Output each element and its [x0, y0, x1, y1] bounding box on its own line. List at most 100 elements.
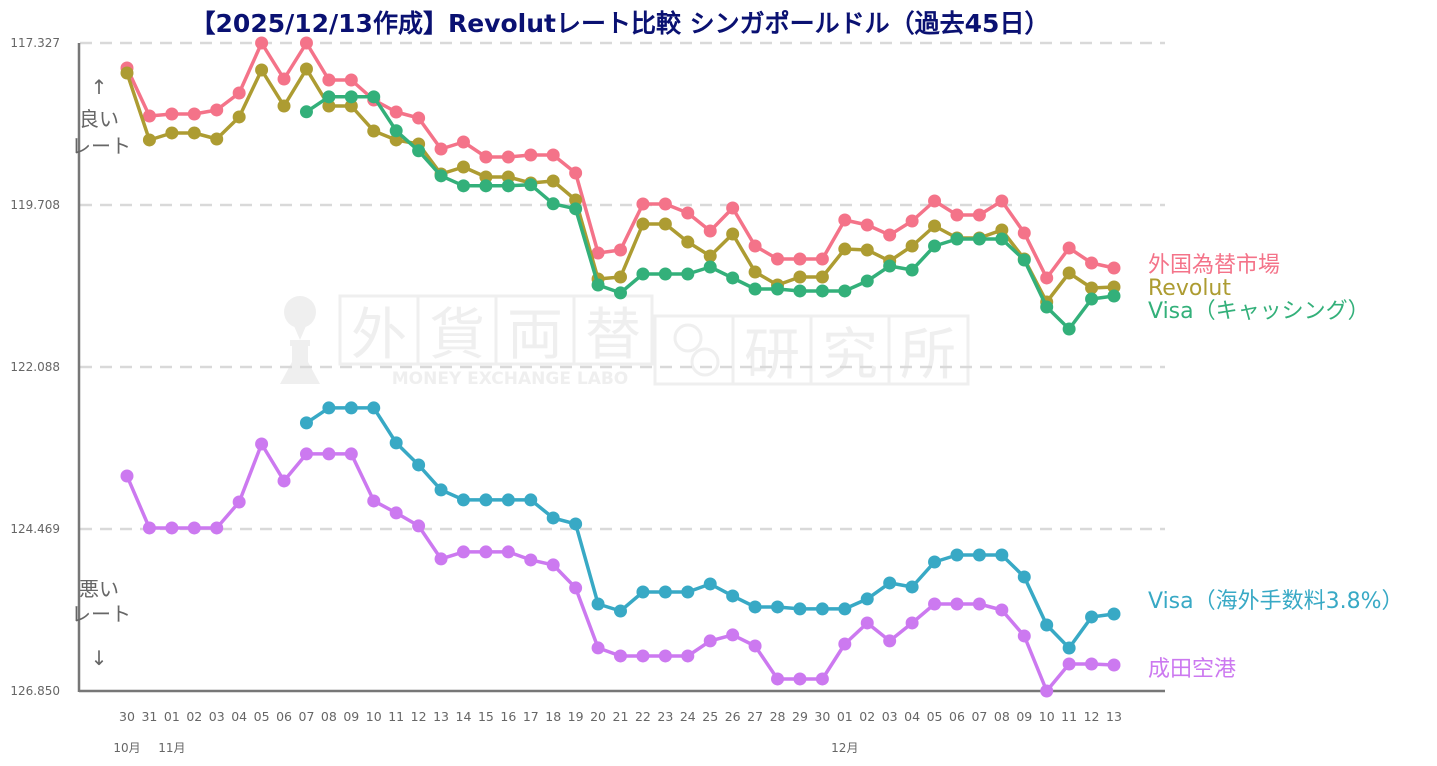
- data-point: [210, 521, 224, 535]
- data-point: [1085, 657, 1099, 671]
- data-point: [299, 447, 313, 461]
- x-tick-label: 01: [837, 709, 853, 724]
- x-tick-label: 23: [657, 709, 673, 724]
- data-point: [569, 517, 583, 531]
- month-label: 10月: [113, 741, 140, 755]
- data-point: [344, 90, 358, 104]
- data-point: [883, 228, 897, 242]
- data-point: [120, 66, 134, 80]
- data-point: [793, 252, 807, 266]
- x-tick-label: 06: [276, 709, 292, 724]
- data-point: [1017, 226, 1031, 240]
- x-tick-label: 01: [164, 709, 180, 724]
- data-point: [658, 267, 672, 281]
- data-point: [995, 548, 1009, 562]
- data-point: [995, 194, 1009, 208]
- data-point: [726, 271, 740, 285]
- up-arrow-icon: ↑: [91, 75, 108, 99]
- data-point: [1062, 322, 1076, 336]
- data-point: [636, 217, 650, 231]
- data-point: [771, 282, 785, 296]
- x-tick-label: 11: [388, 709, 404, 724]
- data-point: [815, 252, 829, 266]
- data-point: [905, 239, 919, 253]
- x-tick-label: 20: [590, 709, 606, 724]
- x-tick-label: 30: [119, 709, 135, 724]
- data-point: [636, 649, 650, 663]
- data-point: [748, 239, 762, 253]
- data-point: [591, 278, 605, 292]
- data-point: [658, 197, 672, 211]
- data-point: [434, 483, 448, 497]
- data-point: [322, 90, 336, 104]
- x-tick-label: 03: [209, 709, 225, 724]
- data-point: [165, 521, 179, 535]
- legend-label: Visa（キャッシング）: [1148, 299, 1370, 324]
- data-point: [322, 73, 336, 87]
- data-point: [479, 150, 493, 164]
- data-point: [1107, 658, 1121, 672]
- data-point: [1107, 289, 1121, 303]
- data-point: [142, 521, 156, 535]
- good-rate-annotation: ↑ 良い レート: [71, 75, 131, 158]
- data-point: [322, 401, 336, 415]
- x-tick-label: 04: [904, 709, 920, 724]
- x-tick-label: 15: [478, 709, 494, 724]
- data-point: [838, 602, 852, 616]
- data-point: [1017, 253, 1031, 267]
- series-line: [125, 41, 1115, 280]
- watermark-char: 究: [822, 323, 878, 388]
- data-point: [389, 105, 403, 119]
- data-point: [905, 616, 919, 630]
- data-point: [412, 111, 426, 125]
- series-2: [299, 90, 1121, 336]
- x-tick-label: 29: [792, 709, 808, 724]
- month-label: 11月: [158, 741, 185, 755]
- watermark-char: 研: [744, 323, 800, 388]
- data-point: [636, 585, 650, 599]
- data-point: [434, 142, 448, 156]
- data-point: [367, 90, 381, 104]
- x-tick-label: 08: [994, 709, 1010, 724]
- data-point: [1085, 610, 1099, 624]
- data-point: [748, 639, 762, 653]
- x-tick-label: 17: [523, 709, 539, 724]
- data-point: [524, 148, 538, 162]
- data-point: [928, 555, 942, 569]
- data-point: [299, 416, 313, 430]
- data-point: [793, 672, 807, 686]
- data-point: [928, 597, 942, 611]
- data-point: [860, 592, 874, 606]
- x-tick-label: 27: [747, 709, 763, 724]
- data-point: [1040, 271, 1054, 285]
- data-point: [344, 447, 358, 461]
- data-point: [322, 447, 336, 461]
- data-point: [344, 73, 358, 87]
- data-point: [703, 249, 717, 263]
- data-point: [389, 133, 403, 147]
- data-point: [771, 600, 785, 614]
- data-point: [546, 197, 560, 211]
- watermark-char: 所: [900, 323, 956, 388]
- data-point: [344, 401, 358, 415]
- data-point: [479, 179, 493, 193]
- x-tick-label: 30: [814, 709, 830, 724]
- data-point: [389, 124, 403, 138]
- data-point: [255, 437, 269, 451]
- data-point: [950, 548, 964, 562]
- data-point: [434, 552, 448, 566]
- y-tick-label: 117.327: [10, 36, 60, 50]
- data-point: [546, 174, 560, 188]
- data-point: [614, 243, 627, 257]
- x-tick-label: 09: [343, 709, 359, 724]
- data-point: [793, 270, 807, 284]
- data-point: [456, 160, 470, 174]
- data-point: [815, 672, 829, 686]
- data-point: [299, 36, 313, 50]
- x-tick-label: 12: [411, 709, 427, 724]
- data-point: [928, 219, 942, 233]
- data-point: [771, 252, 785, 266]
- x-tick-label: 22: [635, 709, 651, 724]
